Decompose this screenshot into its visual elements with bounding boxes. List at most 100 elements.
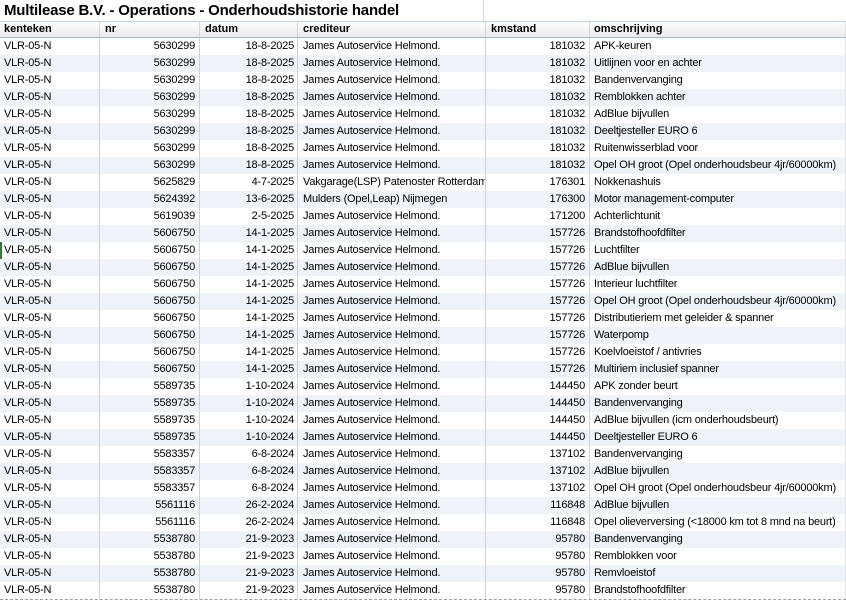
cell-omschrijving: Remblokken achter <box>590 89 846 106</box>
table-row[interactable]: VLR-05-N 5561116 26-2-2024 James Autoser… <box>0 514 846 531</box>
cell-kmstand: 137102 <box>486 446 590 463</box>
table-row[interactable]: VLR-05-N 5625829 4-7-2025 Vakgarage(LSP)… <box>0 174 846 191</box>
cell-nr: 5630299 <box>100 106 200 123</box>
cell-nr: 5624392 <box>100 191 200 208</box>
column-header-kmstand[interactable]: kmstand <box>486 22 590 37</box>
cell-nr: 5606750 <box>100 242 200 259</box>
table-row[interactable]: VLR-05-N 5538780 21-9-2023 James Autoser… <box>0 548 846 565</box>
cell-kenteken: VLR-05-N <box>0 514 100 531</box>
cell-nr: 5619039 <box>100 208 200 225</box>
cell-kmstand: 157726 <box>486 276 590 293</box>
cell-datum: 14-1-2025 <box>200 259 298 276</box>
table-row[interactable]: VLR-05-N 5589735 1-10-2024 James Autoser… <box>0 412 846 429</box>
table-row[interactable]: VLR-05-N 5624392 13-6-2025 Mulders (Opel… <box>0 191 846 208</box>
table-row[interactable]: VLR-05-N 5583357 6-8-2024 James Autoserv… <box>0 480 846 497</box>
cell-omschrijving: Opel olieverversing (<18000 km tot 8 mnd… <box>590 514 846 531</box>
cell-nr: 5583357 <box>100 446 200 463</box>
table-row[interactable]: VLR-05-N 5589735 1-10-2024 James Autoser… <box>0 378 846 395</box>
cell-omschrijving: Opel OH groot (Opel onderhoudsbeur 4jr/6… <box>590 293 846 310</box>
cell-crediteur: James Autoservice Helmond. <box>298 412 486 429</box>
table-row[interactable]: VLR-05-N 5538780 21-9-2023 James Autoser… <box>0 531 846 548</box>
cell-nr: 5561116 <box>100 514 200 531</box>
cell-datum: 18-8-2025 <box>200 140 298 157</box>
cell-crediteur: James Autoservice Helmond. <box>298 293 486 310</box>
table-row[interactable]: VLR-05-N 5630299 18-8-2025 James Autoser… <box>0 72 846 89</box>
table-row[interactable]: VLR-05-N 5619039 2-5-2025 James Autoserv… <box>0 208 846 225</box>
cell-datum: 18-8-2025 <box>200 38 298 55</box>
table-row[interactable]: VLR-05-N 5606750 14-1-2025 James Autoser… <box>0 259 846 276</box>
cell-kmstand: 137102 <box>486 480 590 497</box>
column-header-kenteken[interactable]: kenteken <box>0 22 100 37</box>
table-row[interactable]: VLR-05-N 5606750 14-1-2025 James Autoser… <box>0 276 846 293</box>
table-row[interactable]: VLR-05-N 5606750 14-1-2025 James Autoser… <box>0 310 846 327</box>
cell-datum: 18-8-2025 <box>200 55 298 72</box>
table-row[interactable]: VLR-05-N 5606750 14-1-2025 James Autoser… <box>0 293 846 310</box>
cell-kenteken: VLR-05-N <box>0 38 100 55</box>
column-header-omschrijving[interactable]: omschrijving <box>590 22 846 37</box>
table-row[interactable]: VLR-05-N 5630299 18-8-2025 James Autoser… <box>0 106 846 123</box>
table-row[interactable]: VLR-05-N 5606750 14-1-2025 James Autoser… <box>0 242 846 259</box>
cell-kenteken: VLR-05-N <box>0 531 100 548</box>
cell-kenteken: VLR-05-N <box>0 259 100 276</box>
table-row[interactable]: VLR-05-N 5606750 14-1-2025 James Autoser… <box>0 344 846 361</box>
table-row[interactable]: VLR-05-N 5606750 14-1-2025 James Autoser… <box>0 361 846 378</box>
table-row[interactable]: VLR-05-N 5561116 26-2-2024 James Autoser… <box>0 497 846 514</box>
table-row[interactable]: VLR-05-N 5630299 18-8-2025 James Autoser… <box>0 38 846 55</box>
cell-datum: 2-5-2025 <box>200 208 298 225</box>
cell-kmstand: 95780 <box>486 565 590 582</box>
cell-nr: 5538780 <box>100 548 200 565</box>
table-row[interactable]: VLR-05-N 5630299 18-8-2025 James Autoser… <box>0 123 846 140</box>
cell-crediteur: James Autoservice Helmond. <box>298 140 486 157</box>
table-row[interactable]: VLR-05-N 5630299 18-8-2025 James Autoser… <box>0 157 846 174</box>
cell-crediteur: James Autoservice Helmond. <box>298 106 486 123</box>
table-row[interactable]: VLR-05-N 5583357 6-8-2024 James Autoserv… <box>0 446 846 463</box>
table-row[interactable]: VLR-05-N 5630299 18-8-2025 James Autoser… <box>0 89 846 106</box>
cell-kmstand: 157726 <box>486 225 590 242</box>
cell-omschrijving: Bandenvervanging <box>590 72 846 89</box>
cell-kmstand: 157726 <box>486 361 590 378</box>
cell-crediteur: James Autoservice Helmond. <box>298 582 486 599</box>
table-row[interactable]: VLR-05-N 5606750 14-1-2025 James Autoser… <box>0 327 846 344</box>
cell-kmstand: 181032 <box>486 106 590 123</box>
table-row[interactable]: VLR-05-N 5630299 18-8-2025 James Autoser… <box>0 140 846 157</box>
cell-omschrijving: Bandenvervanging <box>590 395 846 412</box>
table-row[interactable]: VLR-05-N 5538780 21-9-2023 James Autoser… <box>0 582 846 599</box>
cell-kenteken: VLR-05-N <box>0 72 100 89</box>
cell-crediteur: James Autoservice Helmond. <box>298 55 486 72</box>
cell-nr: 5606750 <box>100 361 200 378</box>
cell-nr: 5606750 <box>100 327 200 344</box>
cell-datum: 21-9-2023 <box>200 565 298 582</box>
cell-kenteken: VLR-05-N <box>0 361 100 378</box>
cell-nr: 5630299 <box>100 157 200 174</box>
cell-kmstand: 157726 <box>486 242 590 259</box>
column-header-datum[interactable]: datum <box>200 22 298 37</box>
cell-kmstand: 181032 <box>486 38 590 55</box>
table-row[interactable]: VLR-05-N 5589735 1-10-2024 James Autoser… <box>0 429 846 446</box>
column-header-crediteur[interactable]: crediteur <box>298 22 486 37</box>
cell-nr: 5630299 <box>100 123 200 140</box>
table-row[interactable]: VLR-05-N 5583357 6-8-2024 James Autoserv… <box>0 463 846 480</box>
cell-kmstand: 181032 <box>486 55 590 72</box>
cell-kenteken: VLR-05-N <box>0 276 100 293</box>
cell-omschrijving: Brandstofhoofdfilter <box>590 582 846 599</box>
column-header-nr[interactable]: nr <box>100 22 200 37</box>
cell-nr: 5630299 <box>100 89 200 106</box>
table-row[interactable]: VLR-05-N 5606750 14-1-2025 James Autoser… <box>0 225 846 242</box>
cell-kenteken: VLR-05-N <box>0 123 100 140</box>
cell-kenteken: VLR-05-N <box>0 446 100 463</box>
cell-omschrijving: Uitlijnen voor en achter <box>590 55 846 72</box>
cell-nr: 5589735 <box>100 412 200 429</box>
cell-crediteur: James Autoservice Helmond. <box>298 480 486 497</box>
table-row[interactable]: VLR-05-N 5589735 1-10-2024 James Autoser… <box>0 395 846 412</box>
cell-crediteur: James Autoservice Helmond. <box>298 378 486 395</box>
table-row[interactable]: VLR-05-N 5538780 21-9-2023 James Autoser… <box>0 565 846 582</box>
cell-crediteur: James Autoservice Helmond. <box>298 446 486 463</box>
cell-datum: 13-6-2025 <box>200 191 298 208</box>
cell-kenteken: VLR-05-N <box>0 497 100 514</box>
cell-nr: 5561116 <box>100 497 200 514</box>
cell-kmstand: 144450 <box>486 378 590 395</box>
page-title: Multilease B.V. - Operations - Onderhoud… <box>4 2 399 19</box>
table-row[interactable]: VLR-05-N 5630299 18-8-2025 James Autoser… <box>0 55 846 72</box>
cell-kenteken: VLR-05-N <box>0 242 100 259</box>
